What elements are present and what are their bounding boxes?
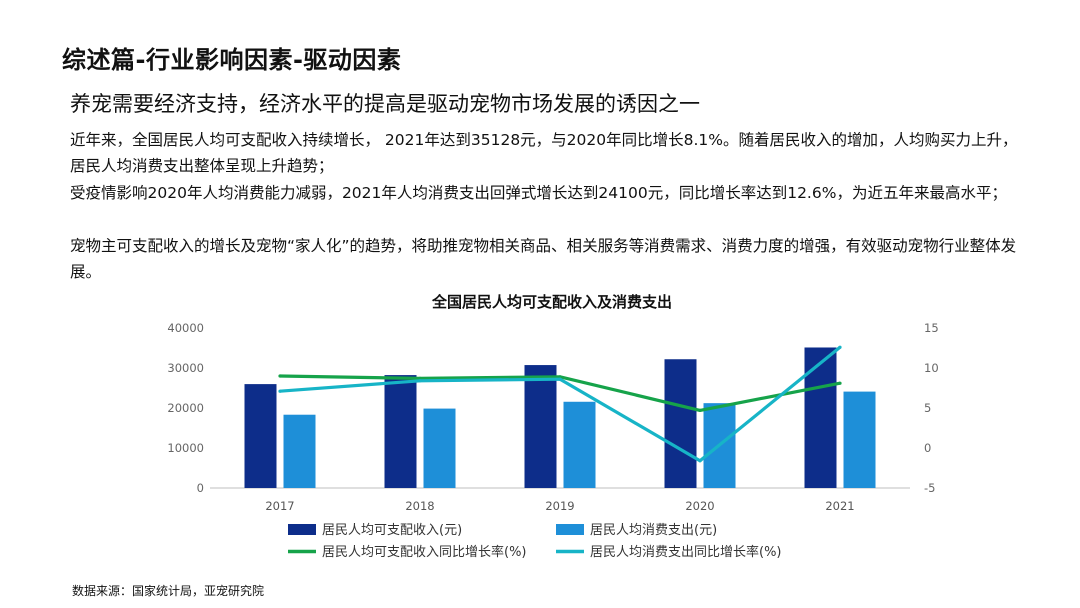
line-point-series-2 xyxy=(558,377,562,381)
x-axis-tick-label: 2017 xyxy=(265,499,294,513)
plot-area: 0 10000 20000 30000 40000 -5 0 5 10 15 2017 2018 201… xyxy=(167,321,938,513)
line-point-series-1 xyxy=(838,381,842,385)
bar-series-1 xyxy=(524,365,557,488)
slide-subtitle: 养宠需要经济支持，经济水平的提高是驱动宠物市场发展的诱因之一 xyxy=(70,92,700,116)
slide-title: 综述篇-行业影响因素-驱动因素 xyxy=(62,46,402,74)
legend-swatch-1 xyxy=(288,524,316,535)
legend-label-1: 居民人均可支配收入(元) xyxy=(322,523,462,538)
chart-title: 全国居民人均可支配收入及消费支出 xyxy=(431,293,672,311)
x-axis-tick-label: 2020 xyxy=(685,499,714,513)
right-axis-tick-label: 0 xyxy=(924,441,931,455)
bar-series-2 xyxy=(423,408,456,488)
line-point-series-1 xyxy=(278,374,282,378)
left-axis-tick-label: 0 xyxy=(197,481,204,495)
line-point-series-2 xyxy=(278,389,282,393)
legend-label-3: 居民人均可支配收入同比增长率(%) xyxy=(322,544,527,560)
x-axis-tick-label: 2021 xyxy=(825,499,854,513)
paragraph-pet-industry: 宠物主可支配收入的增长及宠物“家人化”的趋势，将助推宠物相关商品、相关服务等消费… xyxy=(70,237,1017,281)
bar-series-2 xyxy=(563,401,596,488)
bar-series-1 xyxy=(804,347,837,488)
line-point-series-1 xyxy=(698,408,702,412)
legend-label-2: 居民人均消费支出(元) xyxy=(590,523,717,538)
bar-series-1 xyxy=(384,375,417,488)
line-series-1 xyxy=(279,374,841,412)
line-series-2 xyxy=(279,345,842,463)
line-point-series-1 xyxy=(558,375,562,379)
x-axis-tick-label: 2018 xyxy=(405,499,434,513)
legend-label-4: 居民人均消费支出同比增长率(%) xyxy=(590,544,782,560)
right-axis-tick-label: -5 xyxy=(924,481,935,495)
line-point-series-2 xyxy=(838,345,842,349)
bar-series-2 xyxy=(843,391,876,488)
left-axis-tick-label: 30000 xyxy=(167,361,204,375)
bar-series-1 xyxy=(664,359,697,488)
data-source: 数据来源：国家统计局，亚宠研究院 xyxy=(72,584,265,598)
left-axis-tick-label: 20000 xyxy=(167,401,204,415)
bar-series-2 xyxy=(283,414,316,488)
line-point-series-2 xyxy=(418,379,422,383)
paragraph-income: 近年来，全国居民人均可支配收入持续增长， 2021年达到35128元，与2020… xyxy=(70,131,1018,175)
line-point-series-2 xyxy=(698,459,702,463)
chart-legend: 居民人均可支配收入(元) 居民人均消费支出(元) 居民人均可支配收入同比增长率(%)… xyxy=(288,523,782,560)
legend-swatch-2 xyxy=(556,524,584,535)
bar-series-1 xyxy=(244,384,277,488)
right-axis-tick-label: 15 xyxy=(924,321,939,335)
x-axis-tick-label: 2019 xyxy=(545,499,574,513)
left-axis-tick-label: 10000 xyxy=(167,441,204,455)
paragraph-consumption: 受疫情影响2020年人均消费能力减弱，2021年人均消费支出回弹式增长达到241… xyxy=(70,184,1007,202)
left-axis-tick-label: 40000 xyxy=(167,321,204,335)
right-axis-tick-label: 10 xyxy=(924,361,939,375)
right-axis-tick-label: 5 xyxy=(924,401,931,415)
